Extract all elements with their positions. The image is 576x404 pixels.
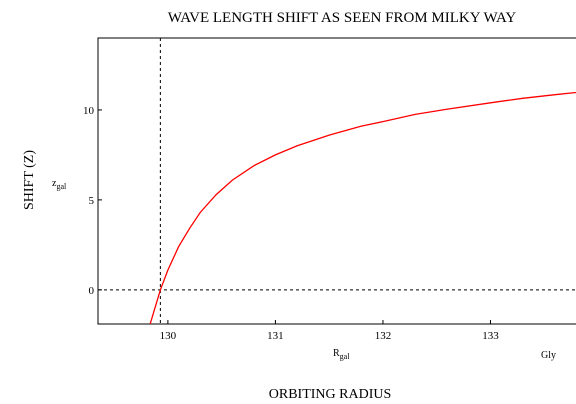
- x-tick-label-133: 133: [482, 330, 499, 342]
- y-tick-labels: 0 5 10: [83, 105, 102, 297]
- x-axis-title: ORBITING RADIUS: [269, 387, 392, 402]
- y-tick-label-10: 10: [83, 105, 95, 117]
- y-axis-title: SHIFT (Z): [22, 150, 37, 210]
- y-tick-label-5: 5: [89, 195, 95, 207]
- x-variable-label: Rgal: [333, 348, 350, 361]
- plot-layer: [98, 38, 576, 324]
- plot-frame: [97, 37, 576, 325]
- x-tick-labels: 130 131 132 133: [160, 320, 499, 342]
- y-tick-label-0: 0: [89, 285, 95, 297]
- chart-title: WAVE LENGTH SHIFT AS SEEN FROM MILKY WAY: [168, 10, 517, 26]
- x-unit-label: Gly: [541, 350, 556, 361]
- x-tick-label-130: 130: [160, 330, 177, 342]
- x-tick-label-131: 131: [267, 330, 284, 342]
- y-variable-label: zgal: [52, 178, 67, 191]
- x-tick-label-132: 132: [375, 330, 392, 342]
- series-line-0: [149, 91, 576, 324]
